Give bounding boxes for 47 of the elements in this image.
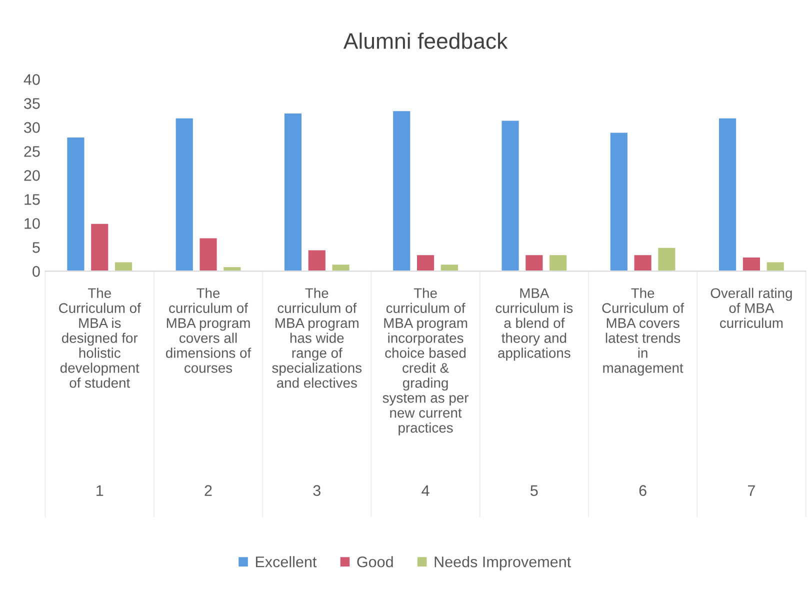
bar (222, 266, 242, 272)
bar (90, 222, 110, 272)
legend-label: Excellent (256, 556, 317, 568)
y-tick-label: 35 (24, 98, 40, 109)
bar (114, 260, 134, 272)
bar (416, 254, 436, 272)
text: 2 (204, 485, 212, 496)
bar (718, 116, 738, 272)
text: 3 (313, 485, 320, 496)
x-tick-label: The Curriculum of MBA covers latest trends in management (602, 288, 684, 376)
legend-label: Needs Improvement (434, 556, 571, 570)
bar (306, 248, 327, 272)
x-tick-label: The curriculum of MBA program has wide range of specializations and electives (272, 288, 362, 388)
x-tick-label: MBA curriculum is a blend of theory and applications (496, 288, 573, 361)
bar (765, 260, 786, 272)
category-label: The curriculum of MBA program incorporates choice based credit & grading system as per new current practices (382, 288, 469, 436)
x-tick-label: The Curriculum of MBA is designed for holistic development of student (59, 288, 141, 388)
text: 7 (748, 485, 755, 496)
y-tick-label: 10 (24, 218, 40, 229)
y-tick-label: 25 (24, 146, 40, 157)
bar (632, 254, 653, 272)
y-tick-label: 20 (24, 170, 40, 181)
bar (656, 246, 677, 272)
bar (524, 254, 544, 272)
y-tick-label: 5 (32, 242, 40, 253)
y-tick-label: 15 (24, 194, 40, 205)
text: 5 (530, 485, 538, 496)
bar (283, 112, 303, 272)
bar (392, 110, 412, 272)
y-tick-label: 0 (32, 266, 40, 277)
y-tick-label: 40 (24, 74, 40, 85)
bar (174, 116, 194, 272)
chart-title: Alumni feedback (343, 32, 508, 49)
text: 6 (639, 485, 646, 496)
bar (548, 254, 568, 272)
bar (66, 136, 86, 272)
bar (742, 256, 762, 272)
legend-label: Good (357, 556, 393, 568)
bar (440, 263, 460, 272)
x-tick-label: The curriculum of MBA program covers all dimensions of courses (166, 288, 252, 373)
bar (198, 236, 218, 272)
text: 4 (422, 485, 430, 496)
y-tick-label: 30 (24, 122, 40, 133)
x-tick-label: Overall rating of MBA curriculum (710, 288, 792, 328)
text: 1 (96, 485, 104, 496)
bar (500, 119, 520, 272)
bar (608, 131, 629, 272)
